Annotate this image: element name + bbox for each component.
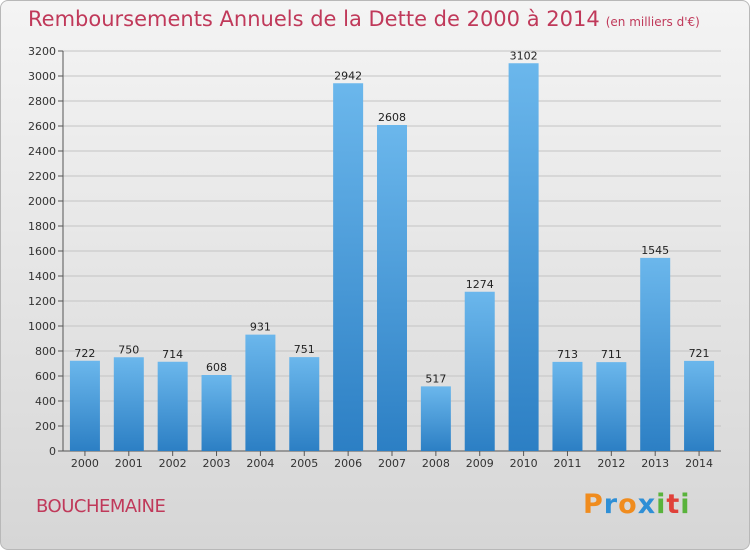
bar [201, 375, 232, 451]
y-tick-label: 2200 [28, 170, 56, 183]
data-label: 2942 [334, 69, 362, 82]
x-tick-label: 2003 [203, 457, 231, 470]
y-tick-label: 1400 [28, 270, 56, 283]
bar [245, 334, 276, 451]
x-tick-label: 2001 [115, 457, 143, 470]
y-tick-label: 1200 [28, 295, 56, 308]
y-tick-label: 200 [35, 420, 56, 433]
x-tick-label: 2012 [597, 457, 625, 470]
y-tick-label: 1600 [28, 245, 56, 258]
data-label: 1545 [641, 244, 669, 257]
y-tick-label: 2800 [28, 95, 56, 108]
data-label: 931 [250, 321, 271, 334]
bar [552, 361, 583, 451]
y-tick-label: 3000 [28, 70, 56, 83]
y-tick-label: 1800 [28, 220, 56, 233]
data-label: 517 [425, 372, 446, 385]
unit-label: (en milliers d'€) [605, 15, 700, 29]
y-tick-label: 1000 [28, 320, 56, 333]
chart-title-text: Remboursements Annuels de la Dette de 20… [28, 7, 600, 31]
x-tick-label: 2014 [685, 457, 713, 470]
x-tick-label: 2005 [290, 457, 318, 470]
proxiti-logo: Proxiti [583, 489, 691, 520]
y-tick-label: 600 [35, 370, 56, 383]
data-label: 711 [601, 348, 622, 361]
y-tick-label: 2000 [28, 195, 56, 208]
bar [333, 83, 364, 451]
commune-name: BOUCHEMAINE [36, 496, 166, 517]
data-label: 608 [206, 361, 227, 374]
x-tick-label: 2002 [159, 457, 187, 470]
bar [420, 386, 451, 451]
bar [377, 125, 407, 451]
data-label: 750 [118, 343, 139, 356]
x-tick-label: 2013 [641, 457, 669, 470]
data-label: 1274 [466, 278, 494, 291]
y-tick-label: 800 [35, 345, 56, 358]
y-tick-label: 0 [49, 445, 56, 458]
bar [640, 257, 671, 451]
data-label: 722 [74, 347, 95, 360]
x-tick-label: 2009 [466, 457, 494, 470]
chart-title: Remboursements Annuels de la Dette de 20… [28, 7, 700, 31]
bar [289, 357, 320, 451]
y-tick-label: 400 [35, 395, 56, 408]
bar [113, 357, 144, 451]
y-tick-label: 2400 [28, 145, 56, 158]
data-label: 713 [557, 348, 578, 361]
x-tick-label: 2000 [71, 457, 99, 470]
x-tick-label: 2011 [553, 457, 581, 470]
data-label: 2608 [378, 111, 406, 124]
bar [464, 291, 495, 451]
bar [684, 360, 715, 451]
x-tick-label: 2010 [510, 457, 538, 470]
data-label: 714 [162, 348, 183, 361]
data-label: 721 [689, 347, 710, 360]
x-tick-label: 2004 [246, 457, 274, 470]
data-label: 3102 [510, 49, 538, 62]
x-tick-label: 2006 [334, 457, 362, 470]
bar [596, 362, 627, 451]
bar [69, 360, 100, 451]
data-label: 751 [294, 343, 315, 356]
x-tick-label: 2007 [378, 457, 406, 470]
bar [157, 361, 188, 451]
y-tick-label: 3200 [28, 45, 56, 58]
y-tick-label: 2600 [28, 120, 56, 133]
bar [508, 63, 539, 451]
x-tick-label: 2008 [422, 457, 450, 470]
